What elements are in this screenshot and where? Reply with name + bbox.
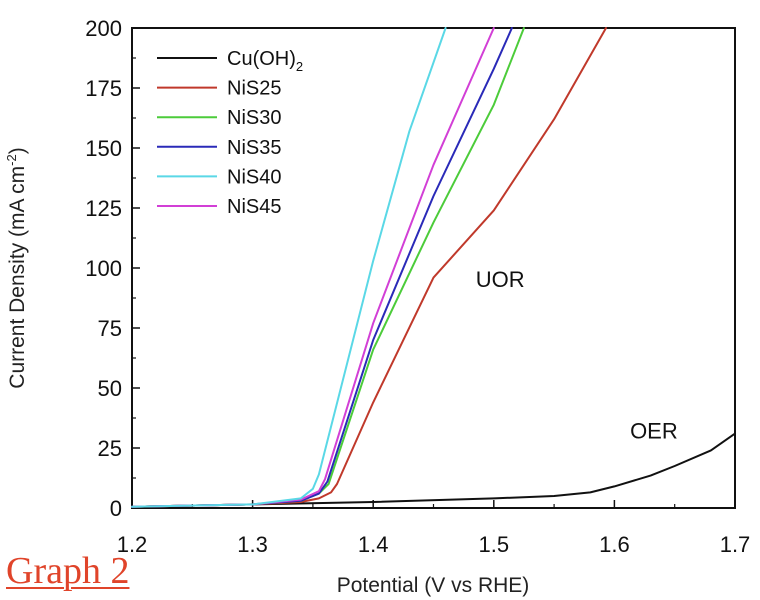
x-axis-label: Potential (V vs RHE) (337, 574, 530, 597)
annotations: UOR OER (476, 267, 678, 443)
y-axis-label-main: Current Density (mA cm (6, 166, 29, 389)
series-line-cuoh (131, 432, 736, 508)
y-axis-ticks: 0 25 50 75 100 125 150 175 200 (85, 16, 140, 521)
legend-label: NiS30 (227, 107, 281, 129)
x-tick-label: 1.7 (720, 532, 751, 557)
legend-label: Cu(OH)2 (227, 48, 303, 74)
legend: Cu(OH)2 NiS25 NiS30 NiS35 NiS40 NiS45 (157, 48, 303, 218)
series-line-nis25 (131, 27, 607, 508)
x-tick-label: 1.2 (117, 532, 148, 557)
legend-label: NiS25 (227, 78, 281, 100)
y-tick-label: 125 (85, 196, 122, 221)
series-line-nis40 (131, 27, 447, 508)
y-tick-label: 25 (98, 436, 122, 461)
y-tick-label: 100 (85, 256, 122, 281)
annotation-uor: UOR (476, 267, 525, 292)
series-line-nis45 (131, 27, 495, 508)
x-axis-ticks: 1.2 1.3 1.4 1.5 1.6 1.7 (117, 500, 751, 557)
legend-label: NiS40 (227, 166, 281, 188)
y-axis-label-superscript: -2 (4, 154, 19, 166)
y-tick-label: 175 (85, 76, 122, 101)
x-tick-label: 1.3 (237, 532, 268, 557)
x-tick-label: 1.5 (479, 532, 510, 557)
series-lines (131, 27, 736, 508)
x-tick-label: 1.4 (358, 532, 389, 557)
y-tick-label: 200 (85, 16, 122, 41)
series-line-nis35 (131, 27, 513, 508)
legend-label: NiS35 (227, 137, 281, 159)
annotation-oer: OER (630, 418, 678, 443)
x-tick-label: 1.6 (599, 532, 630, 557)
y-axis-label: Current Density (mA cm-2) (4, 147, 29, 388)
y-tick-label: 150 (85, 136, 122, 161)
y-tick-label: 50 (98, 376, 122, 401)
y-tick-label: 75 (98, 316, 122, 341)
graph-caption-link[interactable]: Graph 2 (6, 550, 130, 592)
y-axis-label-close: ) (6, 147, 29, 154)
y-tick-label: 0 (110, 496, 122, 521)
legend-label: NiS45 (227, 196, 281, 218)
